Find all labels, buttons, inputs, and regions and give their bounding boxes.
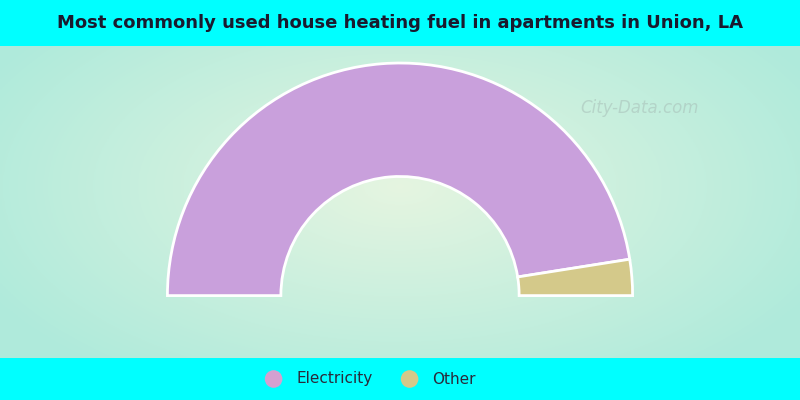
Text: Electricity: Electricity xyxy=(296,372,372,386)
Text: City-Data.com: City-Data.com xyxy=(581,99,699,118)
Text: Most commonly used house heating fuel in apartments in Union, LA: Most commonly used house heating fuel in… xyxy=(57,14,743,32)
Ellipse shape xyxy=(401,370,418,388)
Wedge shape xyxy=(518,259,633,296)
Text: Other: Other xyxy=(432,372,475,386)
Wedge shape xyxy=(167,63,630,296)
Ellipse shape xyxy=(265,370,282,388)
